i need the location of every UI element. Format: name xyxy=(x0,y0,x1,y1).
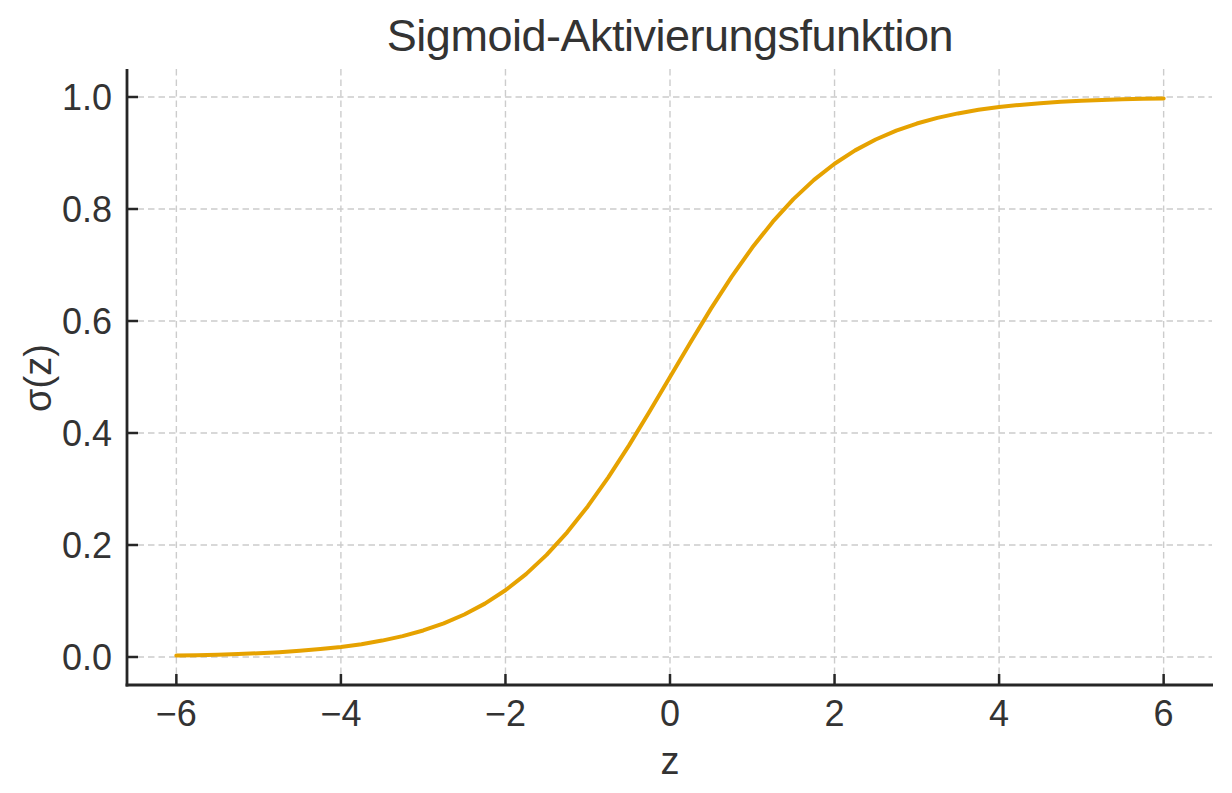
y-tick-label: 0.0 xyxy=(62,637,112,678)
y-axis-label: σ(z) xyxy=(17,344,60,412)
x-axis-label: z xyxy=(127,740,1213,783)
y-tick-label: 0.4 xyxy=(62,413,112,454)
x-tick-label: 2 xyxy=(825,693,845,734)
y-tick-label: 1.0 xyxy=(62,77,112,118)
chart-title: Sigmoid-Aktivierungsfunktion xyxy=(127,10,1213,62)
y-tick-label: 0.8 xyxy=(62,189,112,230)
y-tick-label: 0.2 xyxy=(62,525,112,566)
sigmoid-plot-canvas: −6 −4 −2 0 2 4 6 0.0 0.2 0.4 0.6 0.8 1.0 xyxy=(0,0,1232,793)
x-tick-label: −6 xyxy=(156,693,197,734)
x-tick-label: 4 xyxy=(989,693,1009,734)
y-tick-label: 0.6 xyxy=(62,301,112,342)
x-tick-label: −2 xyxy=(485,693,526,734)
x-tick-label: −4 xyxy=(320,693,361,734)
x-tick-label: 6 xyxy=(1154,693,1174,734)
sigmoid-curve xyxy=(176,98,1163,655)
sigmoid-figure: Sigmoid-Aktivierungsfunktion −6 −4 −2 0 2 4 6 0… xyxy=(0,0,1232,793)
x-tick-label: 0 xyxy=(660,693,680,734)
